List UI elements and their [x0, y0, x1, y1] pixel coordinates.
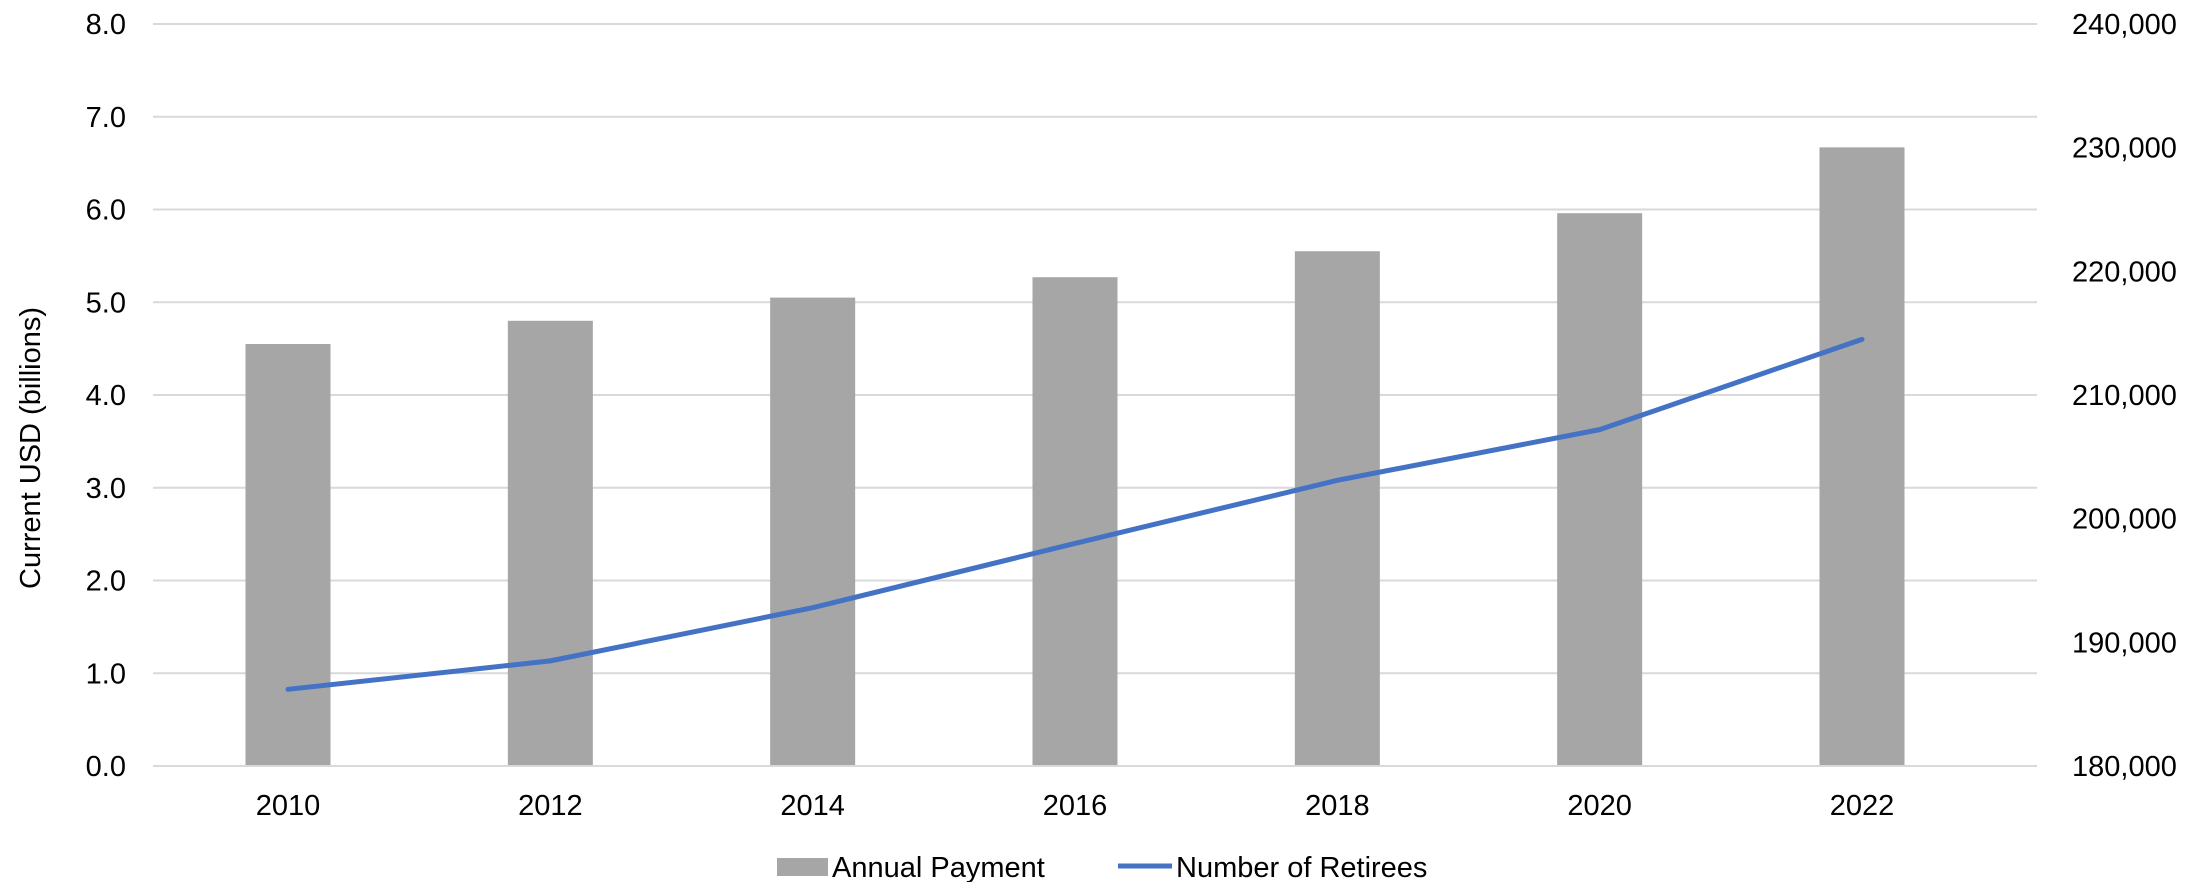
- y-tick-label: 7.0: [86, 102, 126, 134]
- y2-tick-label: 190,000: [2072, 627, 2177, 659]
- x-axis-ticks: 2010 2012 2014 2016 2018 2020 2022: [153, 765, 2037, 822]
- line-point: [812, 607, 814, 609]
- bar-series-annual-payment: [245, 147, 1905, 767]
- y2-tick-label: 210,000: [2072, 380, 2177, 412]
- bar: [1032, 277, 1118, 766]
- y2-tick-label: 230,000: [2072, 133, 2177, 165]
- right-axis-ticks: 180,000 190,000 200,000 210,000 220,000 230,0…: [2072, 9, 2177, 783]
- y-tick-label: 6.0: [86, 195, 126, 227]
- y-tick-label: 5.0: [86, 287, 126, 319]
- line-point: [1861, 338, 1863, 340]
- x-tick-label: 2018: [1305, 790, 1370, 822]
- y-tick-label: 8.0: [86, 9, 126, 41]
- bar: [770, 297, 856, 766]
- y2-tick-label: 200,000: [2072, 504, 2177, 536]
- legend: Annual Payment Number of Retirees: [777, 852, 1427, 882]
- y2-tick-label: 180,000: [2072, 751, 2177, 783]
- y-tick-label: 1.0: [86, 658, 126, 690]
- y-tick-label: 4.0: [86, 380, 126, 412]
- x-tick-label: 2020: [1567, 790, 1632, 822]
- line-point: [1074, 542, 1076, 544]
- line-point: [1336, 479, 1338, 481]
- bar: [245, 343, 331, 766]
- y-tick-label: 0.0: [86, 751, 126, 783]
- y2-tick-label: 220,000: [2072, 256, 2177, 288]
- x-tick-label: 2014: [780, 790, 845, 822]
- legend-label-annual-payment: Annual Payment: [832, 852, 1045, 882]
- y-axis-title: Current USD (billions): [15, 307, 47, 589]
- bar: [507, 320, 593, 766]
- line-point: [287, 688, 289, 690]
- y2-tick-label: 240,000: [2072, 9, 2177, 41]
- y-tick-label: 2.0: [86, 566, 126, 598]
- bar: [1819, 147, 1905, 767]
- y-tick-label: 3.0: [86, 473, 126, 505]
- legend-swatch-annual-payment: [777, 858, 828, 876]
- line-point: [1599, 429, 1601, 431]
- x-tick-label: 2022: [1830, 790, 1895, 822]
- x-tick-label: 2010: [256, 790, 321, 822]
- legend-label-number-of-retirees: Number of Retirees: [1176, 852, 1427, 882]
- x-tick-label: 2012: [518, 790, 583, 822]
- bar: [1294, 251, 1380, 767]
- bar: [1557, 213, 1643, 766]
- line-point: [549, 660, 551, 662]
- line-series-number-of-retirees: [285, 336, 1865, 692]
- left-axis-ticks: 0.0 1.0 2.0 3.0 4.0 5.0 6.0 7.0 8.0: [86, 9, 126, 783]
- x-tick-label: 2016: [1043, 790, 1108, 822]
